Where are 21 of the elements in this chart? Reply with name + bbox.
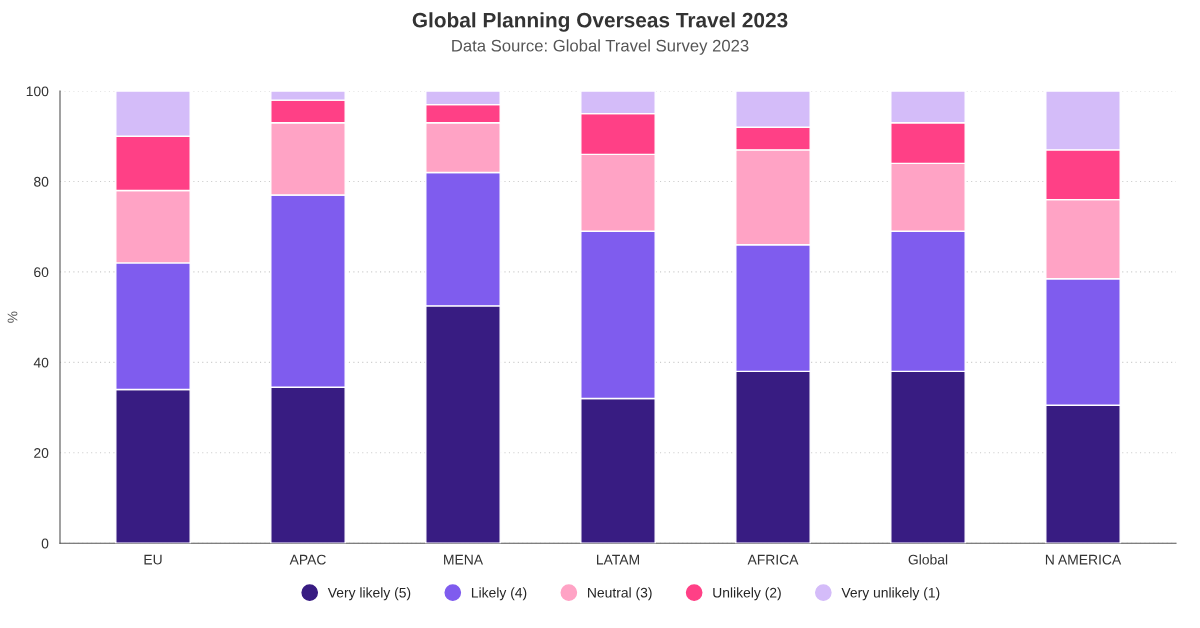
x-tick-label: MENA: [444, 554, 484, 565]
legend-label: Likely (4): [471, 587, 527, 601]
chart-subtitle: Data Source: Global Travel Survey 2023: [452, 39, 749, 55]
legend-label: Unlikely (2): [713, 587, 781, 601]
y-tick-label: 60: [34, 267, 49, 278]
x-tick-label: AFRICA: [747, 554, 799, 565]
x-tick-label: LATAM: [597, 554, 639, 565]
y-tick-label: 0: [41, 538, 49, 549]
y-tick-label: 40: [33, 357, 49, 368]
y-tick-label: 20: [34, 448, 49, 458]
y-tick-label: 100: [26, 86, 49, 97]
legend-label: Very likely (5): [327, 587, 411, 601]
chart-title: Global Planning Overseas Travel 2023: [412, 12, 788, 32]
y-tick-label: 80: [34, 176, 49, 187]
x-tick-label: EU: [144, 554, 162, 565]
legend-label: Neutral (3): [588, 587, 652, 601]
x-tick-label: N AMERICA: [1045, 554, 1122, 565]
legend-label: Very unlikely (1): [841, 587, 940, 601]
x-tick-label: APAC: [289, 554, 326, 565]
x-tick-label: Global: [908, 554, 948, 565]
y-axis-title: %: [7, 311, 18, 323]
